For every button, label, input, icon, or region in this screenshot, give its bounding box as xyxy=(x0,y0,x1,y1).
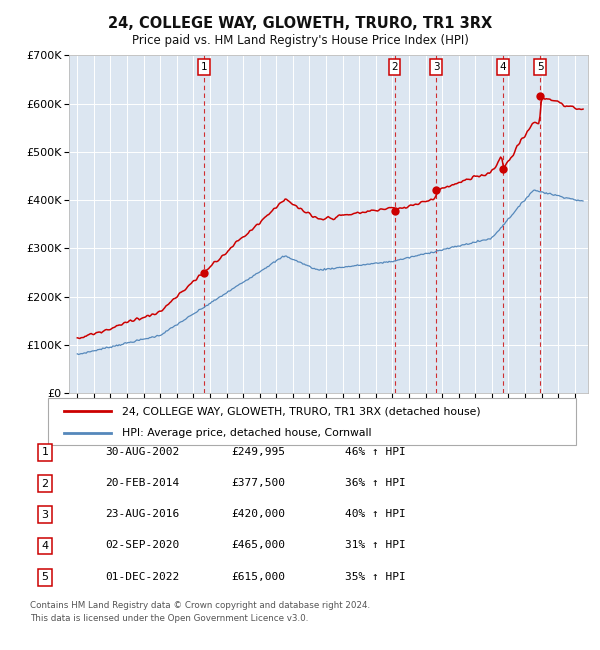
Text: 5: 5 xyxy=(537,62,544,72)
Text: 3: 3 xyxy=(433,62,440,72)
Text: £465,000: £465,000 xyxy=(231,540,285,551)
Text: 31% ↑ HPI: 31% ↑ HPI xyxy=(345,540,406,551)
FancyBboxPatch shape xyxy=(48,398,576,445)
Text: 24, COLLEGE WAY, GLOWETH, TRURO, TR1 3RX: 24, COLLEGE WAY, GLOWETH, TRURO, TR1 3RX xyxy=(108,16,492,31)
Text: 46% ↑ HPI: 46% ↑ HPI xyxy=(345,447,406,457)
Text: 01-DEC-2022: 01-DEC-2022 xyxy=(105,571,179,582)
Text: £615,000: £615,000 xyxy=(231,571,285,582)
Text: 2: 2 xyxy=(41,478,49,489)
Text: 20-FEB-2014: 20-FEB-2014 xyxy=(105,478,179,488)
Text: Contains HM Land Registry data © Crown copyright and database right 2024.: Contains HM Land Registry data © Crown c… xyxy=(30,601,370,610)
Text: 35% ↑ HPI: 35% ↑ HPI xyxy=(345,571,406,582)
Text: HPI: Average price, detached house, Cornwall: HPI: Average price, detached house, Corn… xyxy=(122,428,371,438)
Text: 02-SEP-2020: 02-SEP-2020 xyxy=(105,540,179,551)
Text: 1: 1 xyxy=(41,447,49,458)
Text: 23-AUG-2016: 23-AUG-2016 xyxy=(105,509,179,519)
Text: 4: 4 xyxy=(500,62,506,72)
Text: This data is licensed under the Open Government Licence v3.0.: This data is licensed under the Open Gov… xyxy=(30,614,308,623)
Text: 1: 1 xyxy=(201,62,208,72)
Text: 5: 5 xyxy=(41,572,49,582)
Text: 3: 3 xyxy=(41,510,49,520)
Text: £377,500: £377,500 xyxy=(231,478,285,488)
Text: 36% ↑ HPI: 36% ↑ HPI xyxy=(345,478,406,488)
Text: 24, COLLEGE WAY, GLOWETH, TRURO, TR1 3RX (detached house): 24, COLLEGE WAY, GLOWETH, TRURO, TR1 3RX… xyxy=(122,406,481,416)
Text: 40% ↑ HPI: 40% ↑ HPI xyxy=(345,509,406,519)
Text: 30-AUG-2002: 30-AUG-2002 xyxy=(105,447,179,457)
Text: Price paid vs. HM Land Registry's House Price Index (HPI): Price paid vs. HM Land Registry's House … xyxy=(131,34,469,47)
Text: £420,000: £420,000 xyxy=(231,509,285,519)
Text: 2: 2 xyxy=(391,62,398,72)
Text: 4: 4 xyxy=(41,541,49,551)
Text: £249,995: £249,995 xyxy=(231,447,285,457)
